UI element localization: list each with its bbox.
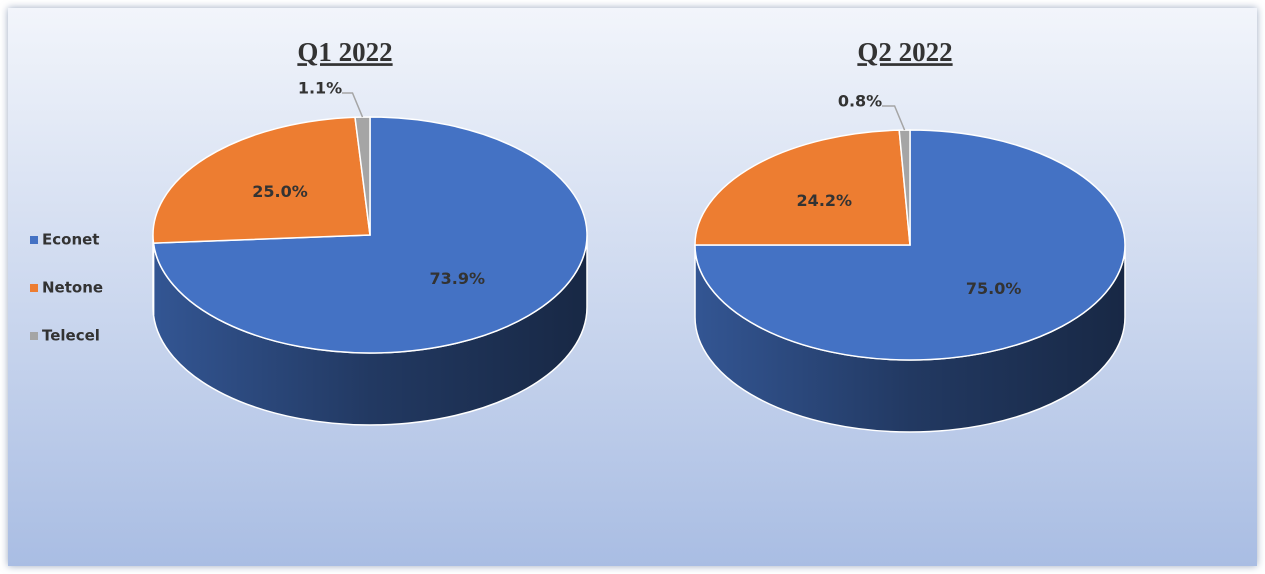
leader-line xyxy=(342,92,364,118)
data-label: 73.9% xyxy=(430,269,486,288)
data-label: 75.0% xyxy=(966,279,1022,298)
legend-label: Econet xyxy=(42,231,99,249)
data-label: 25.0% xyxy=(252,182,308,201)
legend-swatch xyxy=(30,332,38,340)
legend-label: Netone xyxy=(42,279,103,297)
slice xyxy=(152,116,371,244)
chart-title: Q2 2022 xyxy=(857,37,952,67)
chart-title: Q1 2022 xyxy=(297,37,392,67)
data-label: 1.1% xyxy=(298,79,342,98)
slice xyxy=(694,129,1126,361)
leader-line xyxy=(882,105,906,131)
slice xyxy=(694,129,911,246)
legend-swatch xyxy=(30,284,38,292)
data-label: 24.2% xyxy=(797,191,853,210)
legend-swatch xyxy=(30,236,38,244)
data-label: 0.8% xyxy=(838,92,882,111)
slice xyxy=(354,116,371,236)
legend-label: Telecel xyxy=(42,327,100,345)
